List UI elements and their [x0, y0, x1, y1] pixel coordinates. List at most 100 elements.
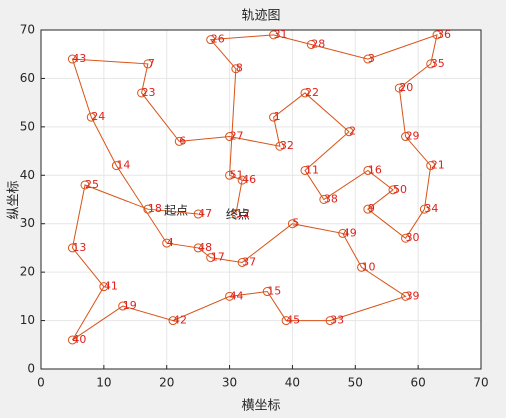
point-label: 25 [85, 178, 99, 191]
y-tick-label: 10 [20, 313, 35, 327]
point-marker [67, 335, 77, 345]
point-label: 44 [230, 289, 244, 302]
point-label: 11 [305, 163, 319, 176]
point-marker [432, 30, 442, 40]
point-label: 14 [116, 159, 130, 172]
point-label: 36 [437, 28, 451, 41]
point-label: 5 [292, 217, 299, 230]
point-marker [300, 88, 310, 98]
point-marker [287, 219, 297, 229]
point-marker [363, 165, 373, 175]
point-label: 42 [173, 314, 187, 327]
point-marker [206, 35, 216, 45]
point-marker [300, 165, 310, 175]
point-marker [319, 195, 329, 204]
point-marker [206, 253, 216, 263]
point-marker [419, 204, 429, 214]
x-tick-label: 0 [37, 376, 45, 390]
point-label: 2 [349, 125, 356, 138]
point-label: 7 [148, 57, 155, 70]
point-marker [344, 127, 354, 137]
y-tick-label: 30 [20, 216, 35, 230]
point-label: 28 [311, 38, 325, 51]
point-label: 38 [324, 193, 338, 206]
point-label: 3 [368, 52, 375, 65]
end-label: 终点 [226, 207, 250, 222]
point-label: 35 [431, 57, 445, 70]
point-label: 19 [123, 299, 137, 312]
point-marker [325, 316, 335, 326]
point-label: 39 [406, 289, 420, 302]
point-label: 50 [393, 183, 407, 196]
point-marker [143, 59, 153, 69]
x-tick-label: 10 [96, 376, 111, 390]
point-marker [99, 282, 109, 292]
point-marker [80, 180, 90, 190]
point-label: 43 [72, 52, 86, 65]
point-marker [262, 287, 272, 297]
x-tick-label: 30 [222, 376, 237, 390]
point-label: 45 [286, 314, 300, 327]
y-tick-label: 40 [20, 168, 35, 182]
point-label: 51 [230, 168, 244, 181]
point-label: 20 [399, 81, 413, 94]
point-marker [67, 243, 77, 253]
point-marker [225, 170, 235, 180]
point-marker [281, 316, 291, 326]
point-label: 21 [431, 159, 445, 172]
point-label: 1 [274, 110, 281, 123]
y-tick-label: 20 [20, 265, 35, 279]
point-label: 16 [368, 163, 382, 176]
axes-box [40, 29, 482, 370]
point-marker [137, 88, 147, 98]
point-marker [162, 238, 172, 248]
x-tick-label: 40 [285, 376, 300, 390]
point-label: 46 [242, 173, 256, 186]
point-label: 22 [305, 86, 319, 99]
point-label: 40 [72, 333, 86, 346]
point-marker [338, 228, 348, 238]
point-label: 27 [230, 130, 244, 143]
y-tick-label: 60 [20, 71, 35, 85]
point-label: 41 [104, 280, 118, 293]
point-label: 49 [343, 226, 357, 239]
point-marker [401, 132, 411, 142]
point-label: 13 [72, 241, 86, 254]
point-label: 32 [280, 139, 294, 152]
point-label: 17 [211, 251, 225, 264]
point-label: 23 [142, 86, 156, 99]
point-marker [237, 175, 247, 185]
point-label: 12 [236, 207, 250, 220]
x-axis-label: 横坐标 [241, 399, 280, 414]
point-marker [143, 204, 153, 214]
point-label: 15 [267, 285, 281, 298]
point-marker [363, 204, 373, 214]
x-tick-label: 50 [348, 376, 363, 390]
point-marker [275, 141, 285, 151]
point-label: 37 [242, 255, 256, 268]
plot-area [41, 30, 481, 369]
point-label: 26 [211, 33, 225, 46]
point-marker [426, 59, 436, 69]
point-marker [388, 185, 398, 195]
point-label: 33 [330, 314, 344, 327]
point-marker [269, 112, 279, 122]
point-label: 34 [424, 202, 438, 215]
y-tick-label: 0 [27, 362, 35, 376]
point-label: 24 [91, 110, 105, 123]
point-marker [174, 136, 184, 146]
point-label: 48 [198, 241, 212, 254]
point-marker [269, 30, 279, 40]
point-marker [193, 209, 203, 219]
point-marker [225, 291, 235, 301]
chart-title: 轨迹图 [241, 9, 280, 24]
point-marker [111, 161, 121, 171]
point-marker [86, 112, 96, 122]
x-tick-label: 70 [473, 376, 488, 390]
point-label: 9 [368, 202, 375, 215]
point-marker [426, 161, 436, 171]
point-label: 29 [406, 130, 420, 143]
point-marker [193, 243, 203, 253]
point-label: 18 [148, 202, 162, 215]
